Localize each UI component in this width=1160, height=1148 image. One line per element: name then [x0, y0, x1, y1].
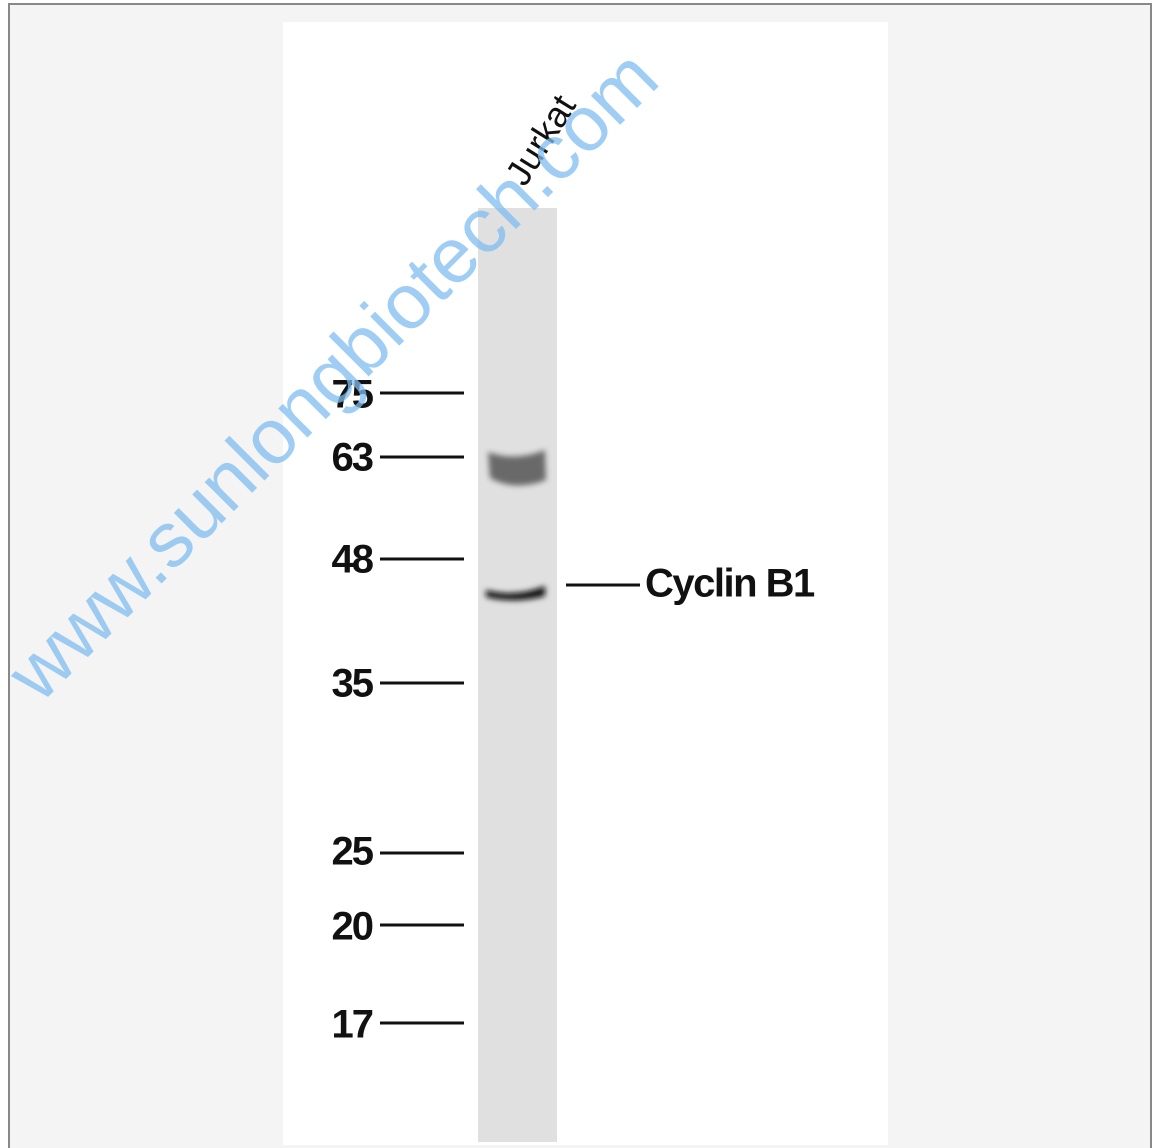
- marker-label: 25: [332, 830, 374, 874]
- marker-label: 48: [332, 538, 374, 582]
- blot-figure: Jurkat 75 63 48 35 25 20 17 Cyclin B1 ww…: [0, 0, 1160, 1148]
- marker-label: 17: [332, 1003, 373, 1047]
- marker-label: 20: [332, 905, 373, 949]
- marker-label: 35: [332, 662, 374, 706]
- marker-label: 63: [332, 436, 373, 480]
- band-label: Cyclin B1: [645, 562, 815, 606]
- page: Jurkat 75 63 48 35 25 20 17 Cyclin B1 ww…: [0, 0, 1160, 1148]
- lane: [478, 208, 557, 1142]
